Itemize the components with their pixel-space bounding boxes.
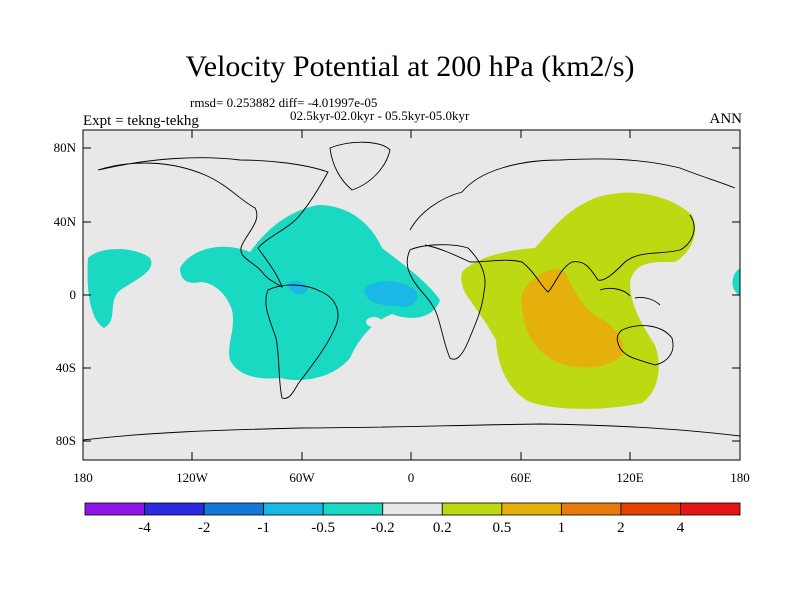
colorbar-label: 2	[617, 520, 625, 536]
x-tick-label: 60W	[289, 470, 315, 485]
x-tick-label: 180	[730, 470, 750, 485]
contour-neg-east-edge	[732, 268, 740, 296]
contour-neutral-patch	[366, 317, 382, 327]
y-tick-label: 80S	[55, 433, 76, 448]
colorbar-swatch	[501, 502, 562, 516]
x-tick-label: 0	[407, 470, 415, 485]
colorbar-label: -2	[197, 520, 211, 536]
coast-greenland	[329, 141, 391, 191]
plot-title: Velocity Potential at 200 hPa (km2/s)	[185, 50, 635, 83]
colorbar-label: -0.5	[311, 520, 336, 536]
period-line: 02.5kyr-02.0kyr - 05.5kyr-05.0kyr	[290, 108, 470, 123]
colorbar-label: -1	[257, 520, 270, 536]
colorbar-swatch	[84, 502, 145, 516]
contour-neg-mod-amazon	[287, 280, 308, 295]
colorbar-swatch	[322, 502, 384, 516]
colorbar-label: 0.5	[492, 520, 512, 536]
coast-antarctica	[82, 423, 741, 441]
contour-pos-mod-indian-ocean	[521, 269, 624, 368]
y-tick-label: 80N	[53, 140, 76, 155]
colorbar-label: 0.2	[432, 520, 452, 536]
colorbar-swatch	[382, 502, 443, 516]
contour-neg-mod-atlantic	[364, 281, 418, 307]
contour-neg-west-pacific	[87, 249, 152, 328]
colorbar-label: 1	[557, 520, 566, 536]
colorbar-swatch	[144, 502, 205, 516]
coastlines	[82, 141, 741, 441]
coast-maritime-continent	[599, 287, 661, 306]
x-tick-label: 60E	[510, 470, 532, 485]
coast-australia	[616, 325, 674, 366]
colorbar-label: -4	[138, 520, 151, 536]
y-tick-label: 40N	[53, 214, 76, 229]
x-tick-label: 180	[73, 470, 93, 485]
colorbar-label: 4	[676, 520, 685, 536]
colorbar	[84, 502, 741, 516]
colorbar-swatch	[560, 502, 622, 516]
colorbar-swatch	[263, 502, 324, 516]
experiment-label: Expt = tekng-tekhg	[83, 113, 199, 129]
colorbar-swatch	[441, 502, 503, 516]
coast-south-america	[265, 284, 339, 399]
colorbar-swatch	[203, 502, 265, 516]
colorbar-label: -0.2	[370, 520, 395, 536]
coast-africa	[406, 244, 486, 360]
y-ticks	[83, 147, 740, 442]
coast-north-america	[97, 157, 329, 289]
coast-europe-asia	[409, 158, 736, 293]
stats-line: rmsd= 0.253882 diff= -4.01997e-05	[190, 95, 378, 110]
y-tick-label: 40S	[55, 360, 76, 375]
season-label: ANN	[709, 111, 743, 127]
x-tick-label: 120W	[176, 470, 208, 485]
colorbar-swatch	[620, 502, 681, 516]
contour-fills	[87, 192, 740, 409]
colorbar-swatch	[680, 502, 741, 516]
x-ticks	[191, 130, 631, 460]
y-tick-label: 0	[69, 287, 77, 302]
x-tick-label: 120E	[616, 470, 644, 485]
contour-neg-atlantic	[180, 205, 440, 380]
